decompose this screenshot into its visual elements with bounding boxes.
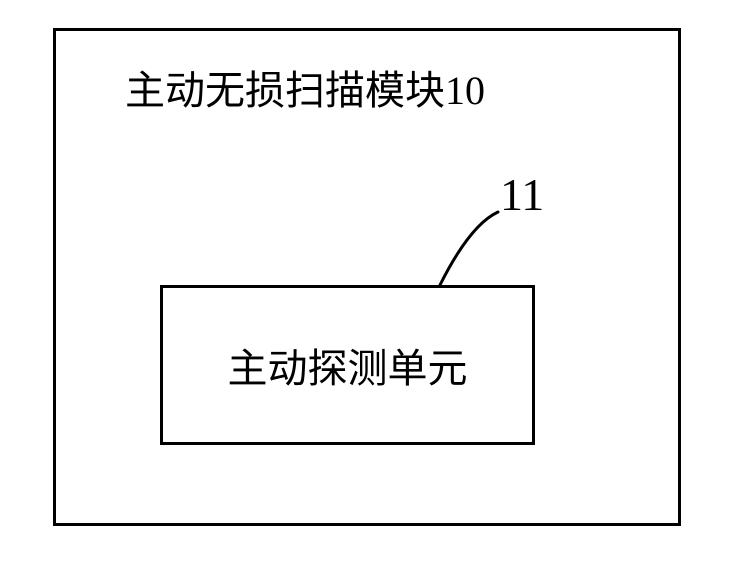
inner-unit-box: 主动探测单元 <box>160 285 535 445</box>
inner-unit-label: 主动探测单元 <box>228 336 468 394</box>
module-title: 主动无损扫描模块10 <box>125 58 485 116</box>
reference-number: 11 <box>500 168 544 221</box>
